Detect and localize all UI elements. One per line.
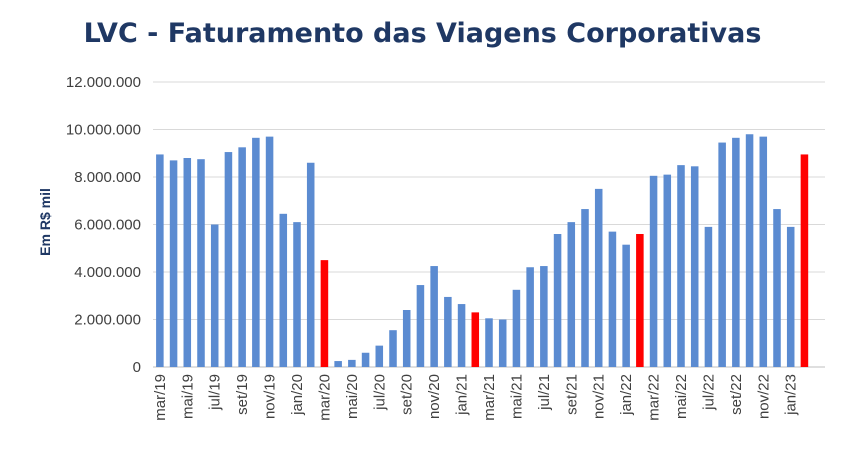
x-tick-label: jan/20 — [289, 374, 306, 416]
bar-jan-22 — [622, 244, 630, 367]
bar-out-22 — [745, 134, 754, 367]
y-tick-label: 8.000.000 — [74, 169, 141, 186]
bar-set-21 — [567, 222, 576, 368]
y-tick-label: 0 — [133, 359, 141, 376]
bar-jul-20 — [375, 345, 384, 368]
bar-mar-19 — [156, 154, 164, 367]
bar-jun-19 — [197, 159, 205, 367]
bar-set-22 — [732, 137, 740, 367]
y-tick-label: 10.000.000 — [66, 122, 141, 139]
bars — [156, 134, 809, 368]
bar-ago-20 — [389, 330, 397, 367]
bar-mai-22 — [677, 165, 685, 368]
bar-abr-22 — [663, 174, 672, 368]
bar-nov-19 — [265, 136, 274, 368]
x-tick-label: mar/22 — [646, 374, 663, 421]
bar-ago-21 — [553, 234, 562, 367]
bar-mar-21 — [485, 318, 493, 367]
x-tick-label: nov/19 — [262, 374, 279, 419]
x-tick-label: nov/20 — [426, 374, 443, 419]
bar-mar-22 — [649, 175, 658, 367]
x-tick-label: jan/23 — [783, 374, 800, 416]
bar-jun-21 — [526, 267, 534, 367]
bar-jul-19 — [210, 224, 219, 367]
x-tick-label: jul/22 — [700, 374, 717, 411]
x-tick-label: mai/19 — [179, 374, 196, 419]
x-tick-label: jan/22 — [618, 374, 635, 416]
bar-jul-21 — [540, 266, 548, 367]
bar-jun-20 — [361, 352, 370, 367]
y-axis-title: Em R$ mil — [37, 188, 53, 256]
y-tick-label: 12.000.000 — [66, 74, 141, 91]
bar-mai-21 — [512, 289, 521, 367]
bar-dez-22 — [773, 209, 781, 367]
x-tick-label: mai/22 — [673, 374, 690, 419]
bar-dez-19 — [279, 213, 288, 367]
chart-title: LVC - Faturamento das Viagens Corporativ… — [83, 18, 762, 49]
bar-ago-19 — [224, 152, 233, 367]
x-tick-label: mar/19 — [152, 374, 169, 421]
x-tick-label: set/22 — [728, 374, 745, 415]
bar-nov-20 — [430, 266, 438, 367]
bar-mar-20 — [320, 260, 329, 368]
bar-jun-22 — [690, 166, 699, 367]
bar-fev-20 — [306, 162, 315, 367]
bar-jan-20 — [293, 222, 301, 368]
bar-abr-21 — [498, 319, 507, 367]
bar-nov-21 — [594, 188, 603, 368]
bar-ago-22 — [718, 142, 726, 367]
x-tick-label: jul/19 — [207, 374, 224, 411]
bar-out-19 — [252, 137, 260, 367]
x-tick-label: set/21 — [563, 374, 580, 415]
x-tick-label: jul/21 — [536, 374, 553, 411]
bar-mai-20 — [348, 359, 356, 368]
bar-fev-21 — [471, 312, 480, 368]
bar-nov-22 — [759, 136, 768, 368]
x-tick-label: nov/21 — [591, 374, 608, 419]
x-tick-label: mai/21 — [508, 374, 525, 419]
x-tick-label: jul/20 — [371, 374, 388, 411]
bar-out-21 — [581, 209, 589, 367]
bar-fev-22 — [636, 234, 644, 367]
x-tick-label: mai/20 — [344, 374, 361, 419]
y-tick-label: 4.000.000 — [74, 264, 141, 281]
bar-set-20 — [402, 310, 411, 367]
y-tick-label: 6.000.000 — [74, 217, 141, 234]
x-tick-label: set/20 — [399, 374, 416, 415]
x-tick-label: set/19 — [234, 374, 251, 415]
bar-jan-21 — [457, 304, 466, 367]
bar-mai-19 — [183, 158, 192, 367]
y-tick-label: 2.000.000 — [74, 312, 141, 329]
bar-dez-21 — [608, 231, 617, 368]
bar-fev-23 — [800, 154, 809, 367]
x-tick-label: mar/20 — [316, 374, 333, 421]
bar-dez-20 — [444, 296, 452, 367]
bar-abr-19 — [169, 160, 178, 368]
x-tick-label: jan/21 — [454, 374, 471, 416]
bar-abr-20 — [334, 361, 342, 367]
axes: 0 2.000.000 4.000.000 6.000.000 8.000.000 10.… — [66, 74, 800, 421]
bar-jan-23 — [786, 226, 795, 368]
x-tick-label: mar/21 — [481, 374, 498, 421]
x-tick-label: nov/22 — [755, 374, 772, 419]
bar-jul-22 — [704, 226, 713, 368]
bar-set-19 — [238, 147, 246, 367]
bar-out-20 — [416, 285, 425, 367]
